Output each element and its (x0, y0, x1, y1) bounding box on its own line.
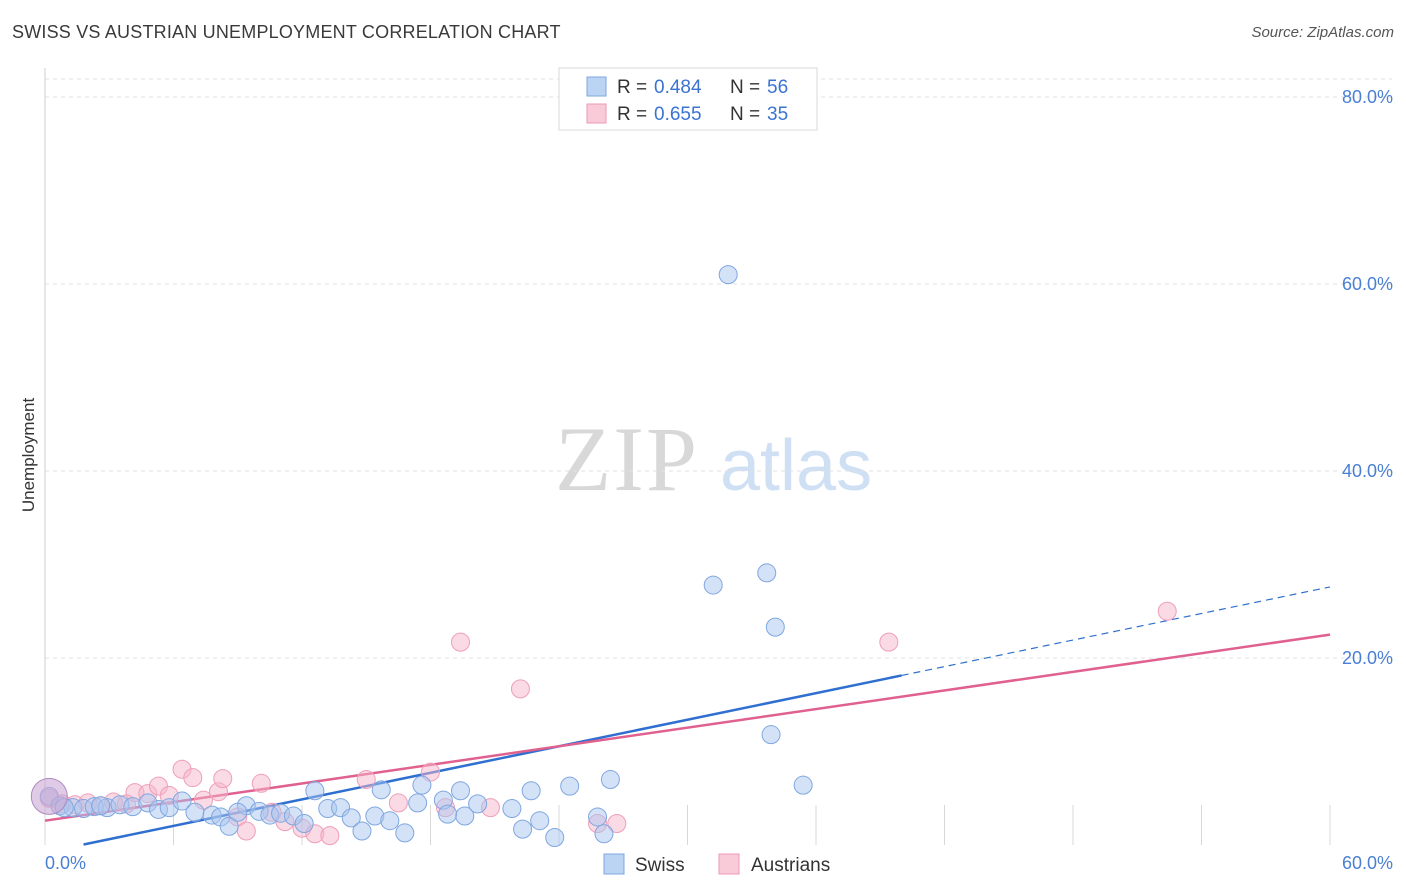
data-point-swiss (761, 725, 781, 745)
data-point-swiss (91, 796, 111, 816)
legend-n-value-austrians: 35 (767, 104, 788, 125)
data-point-swiss (412, 775, 432, 795)
data-point-swiss (560, 776, 580, 796)
data-point-swiss (521, 781, 541, 801)
data-point-cluster (30, 777, 68, 815)
data-point-swiss (341, 808, 361, 828)
data-point-swiss (371, 780, 391, 800)
data-point-swiss (513, 819, 533, 839)
legend-bottom: Swiss Austrians (603, 853, 830, 876)
y-axis-title: Unemployment (19, 398, 38, 513)
legend-top: R = 0.484 N = 56 R = 0.655 N = 35 (558, 67, 818, 131)
y-tick-label: 80.0% (1342, 87, 1393, 107)
data-point-austrians (510, 679, 530, 699)
data-point-swiss (455, 806, 475, 826)
data-point-swiss (438, 804, 458, 824)
data-point-swiss (468, 794, 488, 814)
data-point-swiss (219, 816, 239, 836)
watermark-atlas: atlas (720, 426, 872, 506)
data-point-swiss (502, 799, 522, 819)
data-point-swiss (793, 775, 813, 795)
data-point-austrians (879, 632, 899, 652)
grid-layer (45, 78, 1392, 659)
legend-swatch-swiss (586, 76, 607, 97)
legend-n-value-swiss: 56 (767, 77, 788, 98)
data-point-austrians (356, 770, 376, 790)
data-point-austrians (183, 768, 203, 788)
legend-r-label-austrians: R = (617, 104, 647, 125)
data-point-swiss (395, 823, 415, 843)
data-point-swiss (185, 802, 205, 822)
data-point-swiss (757, 563, 777, 583)
legend-r-value-swiss: 0.484 (654, 77, 702, 98)
data-point-swiss (305, 781, 325, 801)
data-point-austrians (607, 813, 627, 833)
data-point-swiss (352, 821, 372, 841)
legend-bottom-swatch-austrians (718, 853, 740, 875)
data-point-austrians (320, 826, 340, 846)
data-point-swiss (594, 824, 614, 844)
data-point-swiss (450, 781, 470, 801)
watermark-zip: ZIP (555, 408, 699, 510)
data-point-swiss (545, 828, 565, 848)
y-tick-label: 20.0% (1342, 648, 1393, 668)
data-point-austrians (388, 793, 408, 813)
legend-n-label-swiss: N = (730, 77, 760, 98)
legend-bottom-label-swiss: Swiss (635, 855, 685, 876)
legend-bottom-label-austrians: Austrians (751, 855, 830, 876)
legend-r-value-austrians: 0.655 (654, 104, 702, 125)
data-point-swiss (588, 807, 608, 827)
legend-r-label-swiss: R = (617, 77, 647, 98)
data-point-austrians (213, 769, 233, 789)
data-point-austrians (236, 821, 256, 841)
data-point-swiss (765, 617, 785, 637)
chart-source: Source: ZipAtlas.com (1251, 24, 1394, 41)
data-point-swiss (408, 793, 428, 813)
legend-bottom-swatch-swiss (603, 853, 625, 875)
points-layer (30, 265, 1177, 848)
x-tick-label: 60.0% (1342, 853, 1393, 873)
data-point-swiss (172, 791, 192, 811)
trend-line-austrians (44, 633, 1331, 822)
data-point-swiss (530, 811, 550, 831)
axis-layer: 20.0% 40.0% 60.0% 80.0% 0.0% 60.0% (44, 68, 1393, 873)
data-point-swiss (703, 575, 723, 595)
chart-title: SWISS VS AUSTRIAN UNEMPLOYMENT CORRELATI… (12, 22, 561, 42)
trend-line-swiss-dashed (901, 586, 1331, 677)
data-point-swiss (600, 770, 620, 790)
data-point-swiss (718, 265, 738, 285)
y-tick-label: 40.0% (1342, 461, 1393, 481)
legend-swatch-austrians (586, 103, 607, 124)
data-point-austrians (1157, 601, 1177, 621)
data-point-swiss (228, 802, 248, 822)
data-point-austrians (251, 773, 271, 793)
x-tick-label: 0.0% (45, 853, 86, 873)
data-point-austrians (450, 632, 470, 652)
data-point-swiss (380, 811, 400, 831)
y-tick-label: 60.0% (1342, 274, 1393, 294)
legend-n-label-austrians: N = (730, 104, 760, 125)
data-point-swiss (294, 813, 314, 833)
